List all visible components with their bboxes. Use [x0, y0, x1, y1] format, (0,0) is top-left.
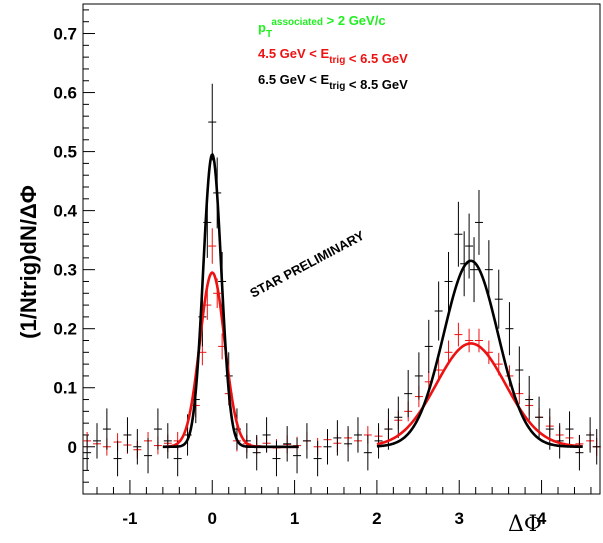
y-axis-title: (1/Ntrig)dN/ΔΦ — [16, 185, 41, 339]
data-point — [404, 370, 413, 418]
data-point — [474, 189, 483, 255]
y-tick-label: 0 — [68, 438, 77, 457]
x-tick-label: 4 — [537, 509, 547, 528]
chart-annotation: STAR PRELIMINARY — [247, 228, 367, 301]
data-point — [283, 426, 292, 462]
data-point — [465, 328, 474, 353]
y-tick-label: 0.7 — [53, 25, 77, 44]
data-point — [163, 423, 172, 459]
data-point — [505, 302, 514, 356]
y-tick-label: 0.5 — [53, 143, 77, 162]
legend-entry: 4.5 GeV < Etrig < 6.5 GeV — [258, 46, 408, 66]
x-tick-label: -1 — [122, 509, 137, 528]
data-point — [424, 319, 433, 373]
data-point — [434, 281, 443, 341]
data-point — [384, 408, 393, 450]
data-point — [394, 396, 403, 438]
data-point — [363, 434, 372, 471]
data-point — [92, 423, 101, 459]
x-axis-title: ΔΦ — [508, 512, 542, 537]
data-point — [374, 423, 383, 459]
y-tick-label: 0.3 — [53, 261, 77, 280]
x-tick-label: 3 — [454, 509, 463, 528]
data-point — [484, 240, 493, 300]
y-tick-label: 0.6 — [53, 84, 77, 103]
x-tick-label: 0 — [208, 509, 217, 528]
data-point — [515, 346, 524, 394]
data-point — [444, 251, 453, 311]
data-point — [344, 426, 353, 462]
data-point — [414, 352, 423, 400]
fit-curve — [162, 152, 299, 449]
data-point — [353, 417, 362, 453]
data-point — [113, 440, 122, 477]
legend-entry: 6.5 GeV < Etrig < 8.5 GeV — [258, 72, 408, 92]
data-point — [454, 322, 463, 347]
y-tick-label: 0.2 — [53, 320, 77, 339]
data-point — [102, 408, 111, 450]
fit-curve — [162, 271, 299, 449]
data-point — [333, 420, 342, 456]
legend: pTassociated > 2 GeV/c 4.5 GeV < Etrig < … — [258, 13, 408, 92]
data-point — [153, 408, 162, 450]
data-point — [208, 83, 217, 161]
data-point — [575, 434, 584, 471]
data-point — [302, 423, 311, 459]
fit-curve — [376, 259, 583, 449]
data-point — [208, 228, 217, 264]
data-point — [133, 429, 142, 465]
y-axis: 0 0.1 0.2 0.3 0.4 0.5 0.6 0.7 — [53, 9, 95, 495]
data-point — [144, 437, 153, 474]
data-point — [474, 328, 483, 353]
data-point — [494, 269, 503, 329]
x-axis: -1 0 1 2 3 4 — [96, 480, 592, 528]
data-point — [525, 375, 534, 424]
data-point — [586, 417, 595, 453]
fit-layer — [162, 152, 583, 449]
data-point — [252, 434, 261, 471]
data-point — [293, 437, 302, 474]
fit-curve — [376, 342, 583, 448]
data-point — [454, 201, 463, 267]
data-point — [592, 429, 601, 465]
data-point — [470, 237, 479, 303]
data-point — [465, 213, 474, 279]
y-tick-label: 0.4 — [53, 202, 77, 221]
data-point — [313, 440, 322, 477]
data-point — [323, 429, 332, 465]
data-point — [123, 417, 132, 453]
plot-frame — [82, 3, 601, 495]
data-point — [565, 411, 574, 447]
data-point — [444, 340, 453, 365]
data-point — [83, 434, 92, 471]
y-tick-label: 0.1 — [53, 379, 77, 398]
legend-entry: pTassociated > 2 GeV/c — [258, 13, 386, 40]
x-tick-label: 2 — [372, 509, 381, 528]
x-tick-label: 1 — [290, 509, 299, 528]
